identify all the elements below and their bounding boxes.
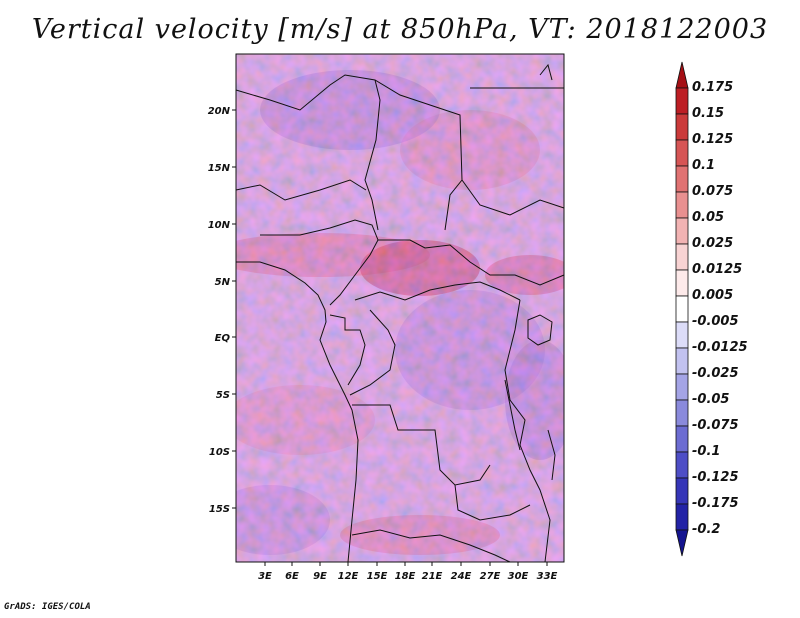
colorbar-swatch: [675, 425, 689, 453]
map-borders: [235, 63, 565, 563]
lake-malawi: [547, 429, 556, 481]
colorbar-label: -0.05: [692, 392, 730, 407]
coastline: [236, 261, 359, 563]
map-title: Vertical velocity [m/s] at 850hPa, VT: 2…: [31, 14, 769, 45]
border-namibia: [351, 529, 511, 563]
velocity-field: [236, 54, 564, 562]
colorbar-swatch: [675, 503, 689, 531]
colorbar-label: 0.05: [692, 210, 725, 225]
colorbar-swatch: [675, 451, 689, 479]
colorbar-label: 0.1: [692, 158, 716, 173]
lat-label: EQ: [215, 333, 231, 344]
colorbar-label: 0.125: [692, 132, 734, 147]
colorbar-swatch: [675, 139, 689, 167]
lat-label: 10N: [208, 220, 231, 231]
lat-label: 15S: [209, 504, 230, 515]
colorbar-label: -0.025: [692, 366, 739, 381]
colorbar-label: -0.2: [692, 522, 721, 537]
border-chad: [364, 79, 381, 231]
border-north: [235, 74, 463, 231]
colorbar-swatch: [675, 347, 689, 375]
border-nigeria: [260, 219, 379, 306]
colorbar-label: 0.175: [692, 80, 734, 95]
lat-label: 15N: [208, 163, 231, 174]
colorbar-label: 0.15: [692, 106, 725, 121]
colorbar-label: 0.025: [692, 236, 734, 251]
colorbar-swatch: [675, 87, 689, 115]
colorbar-swatch: [675, 269, 689, 297]
colorbar-swatch: [675, 399, 689, 427]
border-west: [235, 179, 367, 201]
colorbar-swatch: [675, 295, 689, 323]
border-east: [504, 299, 551, 563]
colorbar-label: -0.0125: [692, 340, 748, 355]
border-car-south: [354, 281, 521, 301]
longitude-axis: 3E 6E 9E 12E 15E 18E 21E 24E 27E 30E 33E: [258, 562, 558, 582]
colorbar-swatch: [675, 243, 689, 271]
colorbar-swatch: [675, 113, 689, 141]
lat-label: 5N: [215, 277, 231, 288]
border-zambia: [454, 484, 531, 521]
colorbar-swatch: [675, 165, 689, 193]
colorbar-swatch: [675, 191, 689, 219]
border-sudan: [461, 179, 565, 216]
lon-label: 18E: [395, 571, 416, 582]
colorbar-label: -0.075: [692, 418, 739, 433]
red-sea-coast: [539, 63, 553, 81]
lon-label: 12E: [338, 571, 359, 582]
colorbar-label: 0.005: [692, 288, 734, 303]
border-drc-west: [349, 309, 396, 396]
colorbar-label: -0.175: [692, 496, 739, 511]
lon-label: 24E: [451, 571, 472, 582]
colorbar-label: -0.005: [692, 314, 739, 329]
lat-label: 10S: [209, 447, 230, 458]
border-car: [378, 239, 565, 286]
grads-credit: GrADS: IGES/COLA: [4, 602, 91, 612]
colorbar-swatch: [675, 321, 689, 349]
lon-label: 3E: [258, 571, 272, 582]
lon-label: 15E: [367, 571, 388, 582]
colorbar-swatch: [675, 61, 689, 89]
lon-label: 27E: [480, 571, 501, 582]
colorbar-swatch: [675, 529, 689, 557]
colorbar-label: -0.1: [692, 444, 721, 459]
colorbar-swatch: [675, 373, 689, 401]
plot-frame: [235, 53, 565, 563]
lat-label: 20N: [208, 106, 231, 117]
colorbar-label: 0.075: [692, 184, 734, 199]
lon-label: 6E: [285, 571, 299, 582]
lon-label: 21E: [422, 571, 443, 582]
lon-label: 30E: [508, 571, 529, 582]
colorbar-label: -0.125: [692, 470, 739, 485]
lon-label: 9E: [313, 571, 327, 582]
border-congo: [329, 314, 366, 386]
lat-label: 5S: [216, 390, 230, 401]
colorbar-swatch: [675, 477, 689, 505]
colorbar-swatch: [675, 217, 689, 245]
colorbar-label: 0.0125: [692, 262, 743, 277]
lon-label: 33E: [537, 571, 558, 582]
lake-tanganyika: [504, 379, 521, 451]
colorbar: [675, 61, 689, 557]
latitude-axis: 20N 15N 10N 5N EQ 5S 10S 15S: [208, 106, 236, 515]
lake-victoria: [527, 314, 553, 346]
border-drc-angola: [352, 404, 491, 486]
